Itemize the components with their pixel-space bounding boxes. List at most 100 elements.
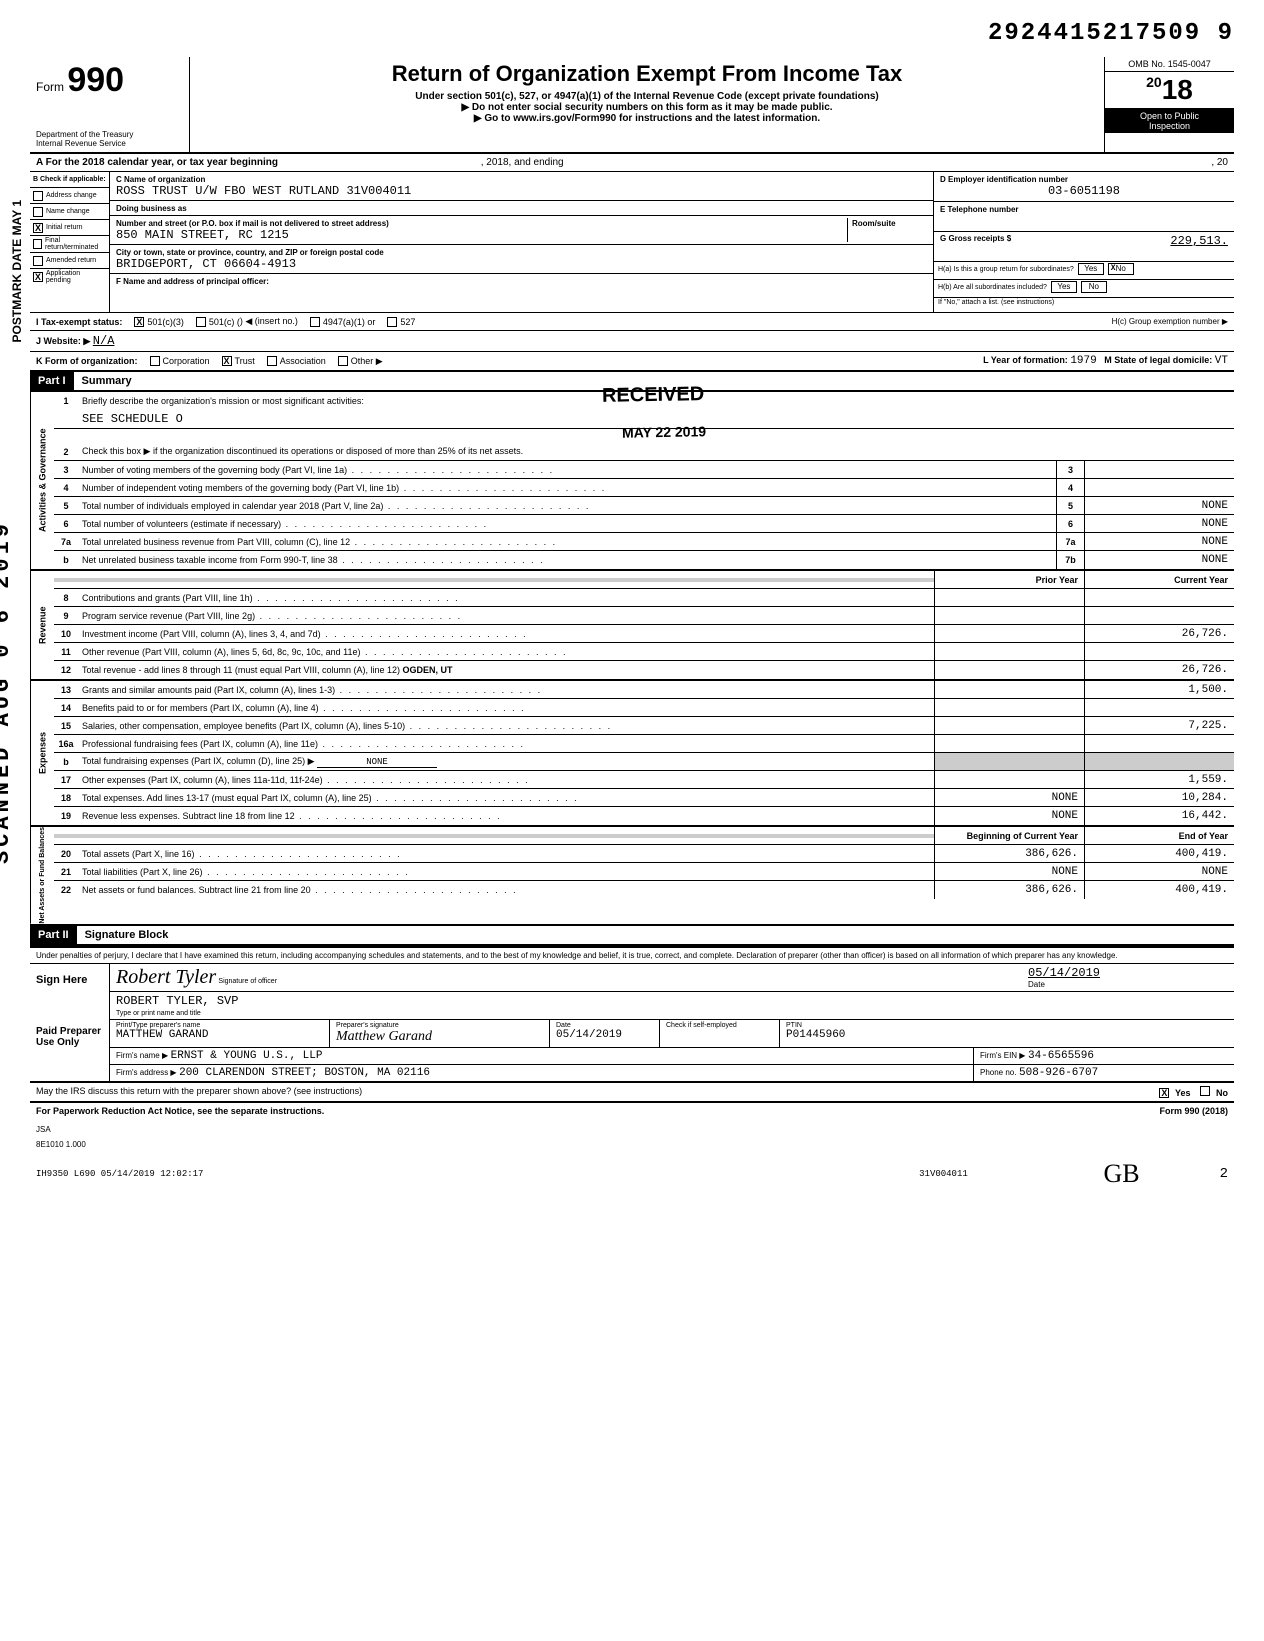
discuss-no[interactable] [1200, 1086, 1210, 1096]
line-7a-num: 7a [54, 535, 78, 549]
m-label: M State of legal domicile: [1104, 355, 1212, 365]
line-3-box: 3 [1056, 461, 1084, 478]
form-number: 990 [67, 61, 124, 99]
h-b-yes[interactable]: Yes [1051, 281, 1077, 293]
line-8-num: 8 [54, 591, 78, 605]
line-17-curr: 1,559. [1084, 771, 1234, 788]
line-16b-prior [934, 753, 1084, 770]
cb-final[interactable] [33, 239, 42, 249]
row-a-text: A For the 2018 calendar year, or tax yea… [36, 157, 278, 168]
form-subtitle-2: ▶ Do not enter social security numbers o… [200, 102, 1094, 113]
opt-4947: 4947(a)(1) or [323, 317, 376, 327]
k-label: K Form of organization: [36, 356, 138, 366]
line-7a-val: NONE [1084, 533, 1234, 550]
line-9-prior [934, 607, 1084, 624]
g-label: G Gross receipts $ [940, 234, 1128, 259]
cb-amended-lbl: Amended return [46, 257, 96, 264]
cb-amended[interactable] [33, 256, 43, 266]
h-a-yes[interactable]: Yes [1078, 263, 1104, 275]
prep-date: 05/14/2019 [556, 1029, 622, 1041]
cb-corp[interactable] [150, 356, 160, 366]
line-5-val: NONE [1084, 497, 1234, 514]
curr-hdr: Current Year [1084, 571, 1234, 588]
name-label: Type or print name and title [116, 1010, 201, 1017]
line-4-num: 4 [54, 481, 78, 495]
h-a-label: H(a) Is this a group return for subordin… [938, 266, 1074, 273]
date-label: Date [1028, 980, 1045, 989]
website: N/A [93, 334, 115, 348]
line-14-num: 14 [54, 701, 78, 715]
firm-ein-lbl: Firm's EIN ▶ [980, 1051, 1025, 1060]
line-4-text: Number of independent voting members of … [78, 481, 1056, 495]
opt-501c: 501(c) ( [209, 317, 240, 327]
opt-corp: Corporation [163, 356, 210, 366]
cb-initial-lbl: Initial return [46, 224, 83, 231]
col-b-checkboxes: B Check if applicable: Address change Na… [30, 172, 110, 312]
line-11-curr [1084, 643, 1234, 660]
line-6-box: 6 [1056, 515, 1084, 532]
cb-other[interactable] [338, 356, 348, 366]
line-7b-val: NONE [1084, 551, 1234, 569]
prior-hdr: Prior Year [934, 571, 1084, 588]
col-d-info: D Employer identification number 03-6051… [934, 172, 1234, 312]
cb-501c3[interactable]: X [134, 317, 144, 327]
line-20-prior: 386,626. [934, 845, 1084, 862]
line-16a-curr [1084, 735, 1234, 752]
net-hdr-blank [54, 834, 78, 838]
discuss-text: May the IRS discuss this return with the… [36, 1086, 362, 1096]
line-16b-num: b [54, 755, 78, 769]
gov-vlabel: Activities & Governance [30, 392, 54, 569]
line-20-text: Total assets (Part X, line 16) [78, 847, 934, 861]
firm-phone: 508-926-6707 [1019, 1067, 1098, 1079]
h-a-no[interactable]: XNo [1108, 263, 1134, 275]
cb-4947[interactable] [310, 317, 320, 327]
line-2-text: Check this box ▶ if the organization dis… [78, 444, 1234, 459]
bottom-timestamp: IH9350 L690 05/14/2019 12:02:17 [36, 1169, 843, 1179]
line-17-num: 17 [54, 773, 78, 787]
cb-trust[interactable]: X [222, 356, 232, 366]
line-19-text: Revenue less expenses. Subtract line 18 … [78, 809, 934, 823]
declaration-text: Under penalties of perjury, I declare th… [30, 948, 1234, 964]
form-title: Return of Organization Exempt From Incom… [200, 61, 1094, 87]
cb-name[interactable] [33, 207, 43, 217]
line-14-text: Benefits paid to or for members (Part IX… [78, 701, 934, 715]
form-title-box: Return of Organization Exempt From Incom… [190, 57, 1104, 152]
l-label: L Year of formation: [983, 355, 1068, 365]
row-i: I Tax-exempt status: X 501(c)(3) 501(c) … [30, 313, 1234, 331]
cb-initial[interactable]: X [33, 223, 43, 233]
line-22-text: Net assets or fund balances. Subtract li… [78, 883, 934, 897]
prep-signature: Matthew Garand [336, 1029, 432, 1044]
h-b-no[interactable]: No [1081, 281, 1107, 293]
sign-here-label: Sign Here [30, 964, 110, 1020]
cb-assoc[interactable] [267, 356, 277, 366]
prep-check-lbl: Check if self-employed [666, 1022, 737, 1029]
line-4-box: 4 [1056, 479, 1084, 496]
line-13-num: 13 [54, 683, 78, 697]
line-14-prior [934, 699, 1084, 716]
cb-application[interactable]: X [33, 272, 43, 282]
preparer-label: Paid Preparer Use Only [30, 1020, 110, 1081]
line-9-text: Program service revenue (Part VIII, line… [78, 609, 934, 623]
e-label: E Telephone number [940, 205, 1019, 214]
h-b-label: H(b) Are all subordinates included? [938, 284, 1047, 291]
cb-501c[interactable] [196, 317, 206, 327]
line-5-num: 5 [54, 499, 78, 513]
line-14-curr [1084, 699, 1234, 716]
line-11-prior [934, 643, 1084, 660]
discuss-yes[interactable]: X [1159, 1088, 1169, 1098]
footer: For Paperwork Reduction Act Notice, see … [30, 1103, 1234, 1119]
firm-name: ERNST & YOUNG U.S., LLP [171, 1050, 323, 1062]
rev-vlabel: Revenue [30, 571, 54, 679]
line-11-num: 11 [54, 645, 78, 659]
line-21-prior: NONE [934, 863, 1084, 880]
line-13-prior [934, 681, 1084, 698]
cb-address[interactable] [33, 191, 43, 201]
cb-527[interactable] [387, 317, 397, 327]
line-5-text: Total number of individuals employed in … [78, 499, 1056, 513]
row-k: K Form of organization: Corporation X Tr… [30, 352, 1234, 371]
line-21-curr: NONE [1084, 863, 1234, 880]
net-vlabel: Net Assets or Fund Balances [30, 827, 54, 924]
opt-other: Other ▶ [351, 356, 383, 367]
signature-block: Under penalties of perjury, I declare th… [30, 946, 1234, 1020]
org-name: ROSS TRUST U/W FBO WEST RUTLAND 31V00401… [116, 184, 411, 198]
